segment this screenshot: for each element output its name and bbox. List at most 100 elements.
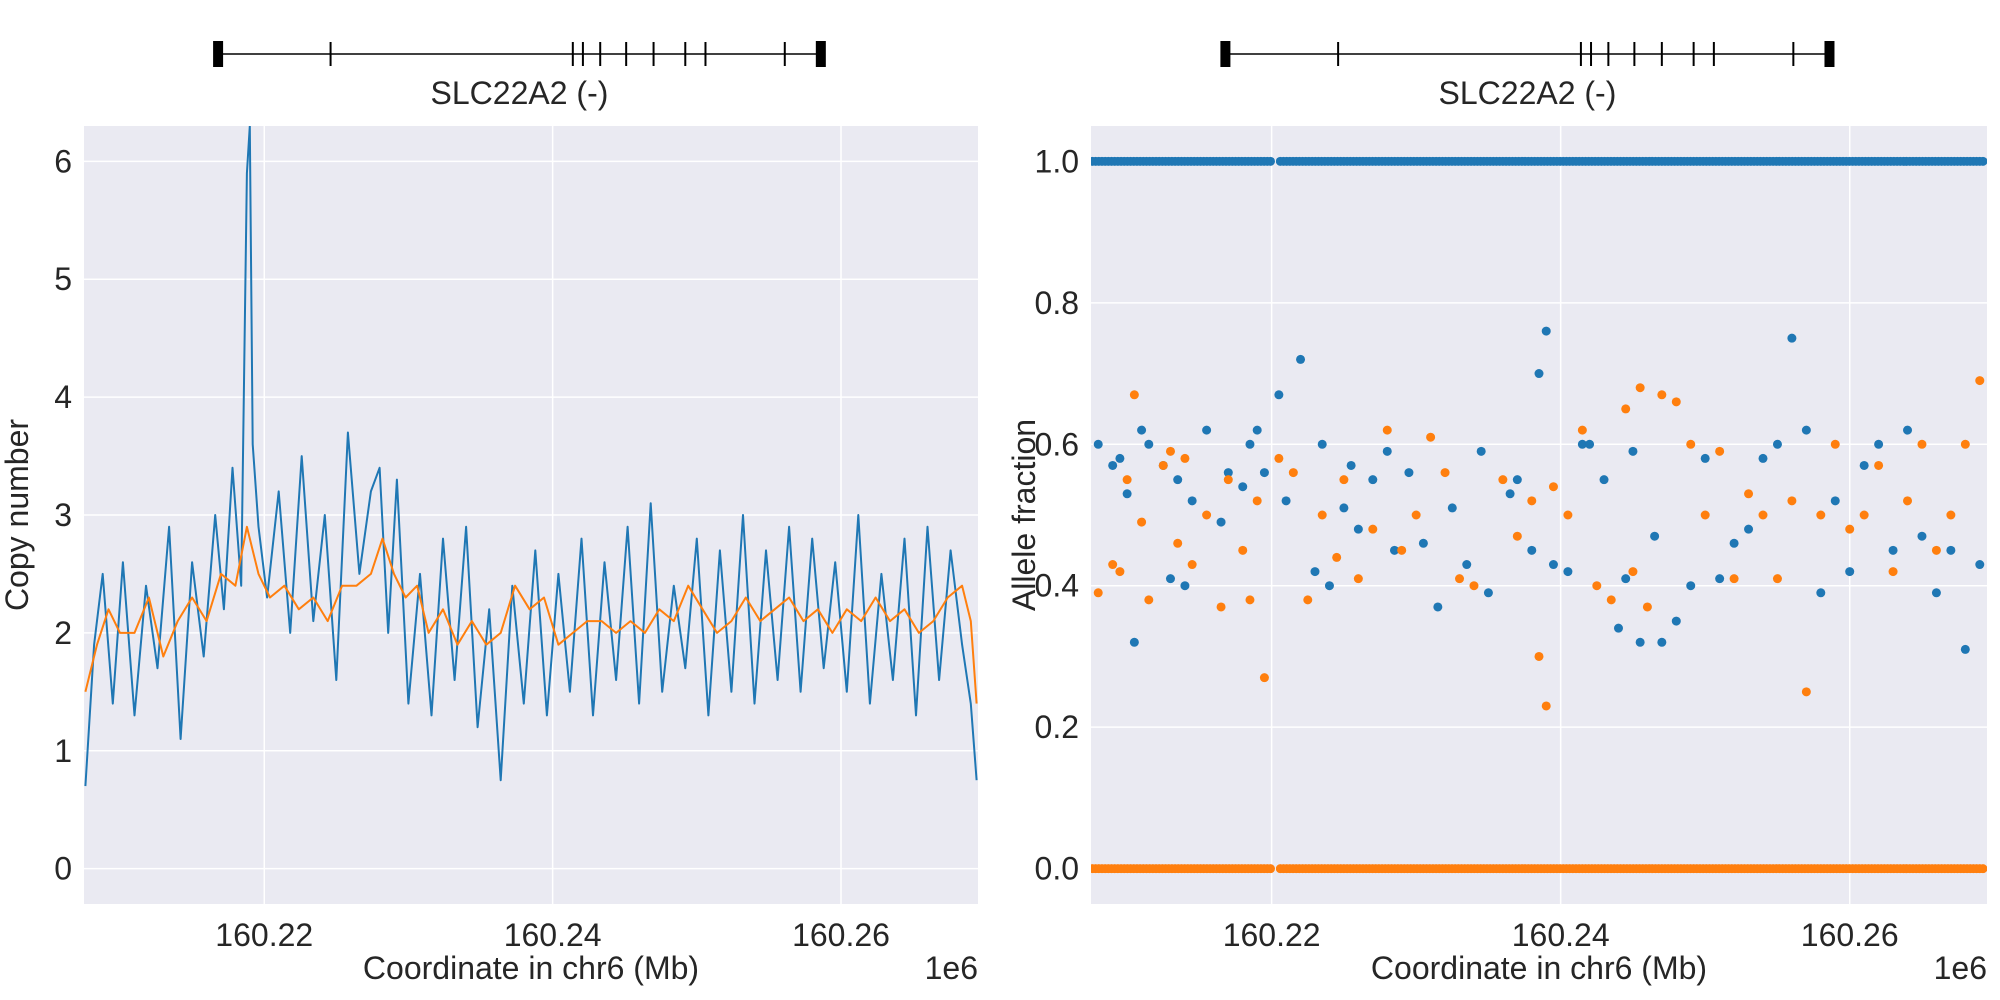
allele-fraction-point [1931, 588, 1941, 598]
allele-fraction-point [1433, 602, 1443, 612]
allele-fraction-point [1310, 567, 1320, 577]
allele-fraction-point [1758, 453, 1768, 463]
allele-fraction-point [1462, 560, 1472, 570]
allele-fraction-point [1729, 538, 1739, 548]
allele-fraction-point [1426, 432, 1436, 442]
allele-fraction-point [1599, 475, 1609, 485]
allele-fraction-point [1296, 354, 1306, 364]
allele-fraction-point [1389, 545, 1399, 555]
allele-fraction-point [1801, 687, 1811, 697]
allele-fraction-point [1259, 673, 1269, 683]
allele-fraction-point [1245, 595, 1255, 605]
allele-fraction-point [1108, 560, 1118, 570]
allele-fraction-point [1548, 560, 1558, 570]
allele-fraction-point [1281, 496, 1291, 506]
allele-fraction-point [1093, 439, 1103, 449]
allele-fraction-point [1628, 567, 1638, 577]
allele-fraction-point [1252, 496, 1262, 506]
allele-fraction-point [1744, 489, 1754, 499]
allele-fraction-point [1946, 510, 1956, 520]
allele-fraction-point [1657, 390, 1667, 400]
allele-fraction-point [1498, 475, 1508, 485]
allele-fraction-point [1772, 439, 1782, 449]
allele-fraction-point [1917, 531, 1927, 541]
gene-exon-large [1824, 41, 1835, 67]
allele-fraction-point [1787, 496, 1797, 506]
allele-fraction-point [1650, 531, 1660, 541]
allele-fraction-point [1404, 468, 1414, 478]
allele-fraction-point [1686, 439, 1696, 449]
allele-fraction-point [1115, 453, 1125, 463]
allele-fraction-point [1512, 475, 1522, 485]
allele-fraction-point [1700, 510, 1710, 520]
allele-fraction-point [1245, 439, 1255, 449]
allele-fraction-point [1158, 460, 1168, 470]
allele-fraction-point [1744, 524, 1754, 534]
allele-fraction-point [1447, 503, 1457, 513]
allele-fraction-point [1978, 156, 1987, 166]
allele-fraction-point [1715, 574, 1725, 584]
gene-exon-large [213, 41, 224, 67]
allele-fraction-point [1830, 496, 1840, 506]
allele-fraction-point [1368, 524, 1378, 534]
y-tick-label: 0.0 [1035, 851, 1079, 887]
allele-fraction-point [1801, 425, 1811, 435]
allele-fraction-point [1577, 439, 1587, 449]
allele-fraction-point [1353, 574, 1363, 584]
allele-fraction-point [1772, 574, 1782, 584]
x-axis-label: Coordinate in chr6 (Mb) [363, 950, 699, 986]
allele-fraction-point [1324, 581, 1334, 591]
allele-fraction-point [1411, 510, 1421, 520]
allele-fraction-point [1845, 524, 1855, 534]
allele-fraction-point [1288, 468, 1298, 478]
allele-fraction-point [1816, 510, 1826, 520]
allele-fraction-point [1978, 864, 1987, 874]
allele-fraction-point [1541, 701, 1551, 711]
x-tick-label: 160.26 [792, 917, 890, 953]
allele-fraction-point [1960, 439, 1970, 449]
allele-fraction-point [1274, 390, 1284, 400]
allele-fraction-point [1353, 524, 1363, 534]
copy-number-raw-line [84, 126, 978, 787]
allele-fraction-point [1621, 404, 1631, 414]
x-offset-label: 1e6 [925, 950, 978, 986]
allele-fraction-point [1129, 637, 1139, 647]
allele-fraction-point [1216, 517, 1226, 527]
allele-fraction-point [1483, 588, 1493, 598]
allele-fraction-point [1122, 475, 1132, 485]
marks [84, 126, 978, 787]
allele-fraction-point [1418, 538, 1428, 548]
allele-fraction-point [1621, 574, 1631, 584]
allele-fraction-point [1332, 552, 1342, 562]
allele-fraction-point [1874, 439, 1884, 449]
allele-fraction-point [1108, 460, 1118, 470]
allele-fraction-point [1505, 489, 1515, 499]
y-tick-label: 1 [54, 733, 72, 769]
allele-fraction-point [1129, 390, 1139, 400]
x-tick-label: 160.22 [215, 917, 313, 953]
allele-fraction-point [1180, 581, 1190, 591]
allele-fraction-point [1317, 439, 1327, 449]
y-tick-label: 0.8 [1035, 285, 1079, 321]
allele-fraction-point [1874, 460, 1884, 470]
allele-fraction-point [1265, 864, 1275, 874]
y-tick-label: 0 [54, 851, 72, 887]
allele-fraction-point [1382, 446, 1392, 456]
allele-fraction-point [1187, 496, 1197, 506]
allele-fraction-point [1144, 439, 1154, 449]
allele-fraction-point [1527, 545, 1537, 555]
allele-fraction-point [1903, 425, 1913, 435]
copy-number-smoothed-line [84, 525, 978, 704]
allele-fraction-point [1563, 567, 1573, 577]
allele-fraction-point [1122, 489, 1132, 499]
y-axis-label: Copy number [0, 419, 35, 611]
allele-fraction-point [1202, 510, 1212, 520]
allele-fraction-point [1931, 545, 1941, 555]
allele-fraction-point [1592, 581, 1602, 591]
allele-fraction-point [1859, 460, 1869, 470]
allele-fraction-point [1816, 588, 1826, 598]
allele-fraction-point [1628, 446, 1638, 456]
y-tick-label: 0.2 [1035, 709, 1079, 745]
allele-fraction-point [1180, 453, 1190, 463]
allele-fraction-point [1946, 545, 1956, 555]
